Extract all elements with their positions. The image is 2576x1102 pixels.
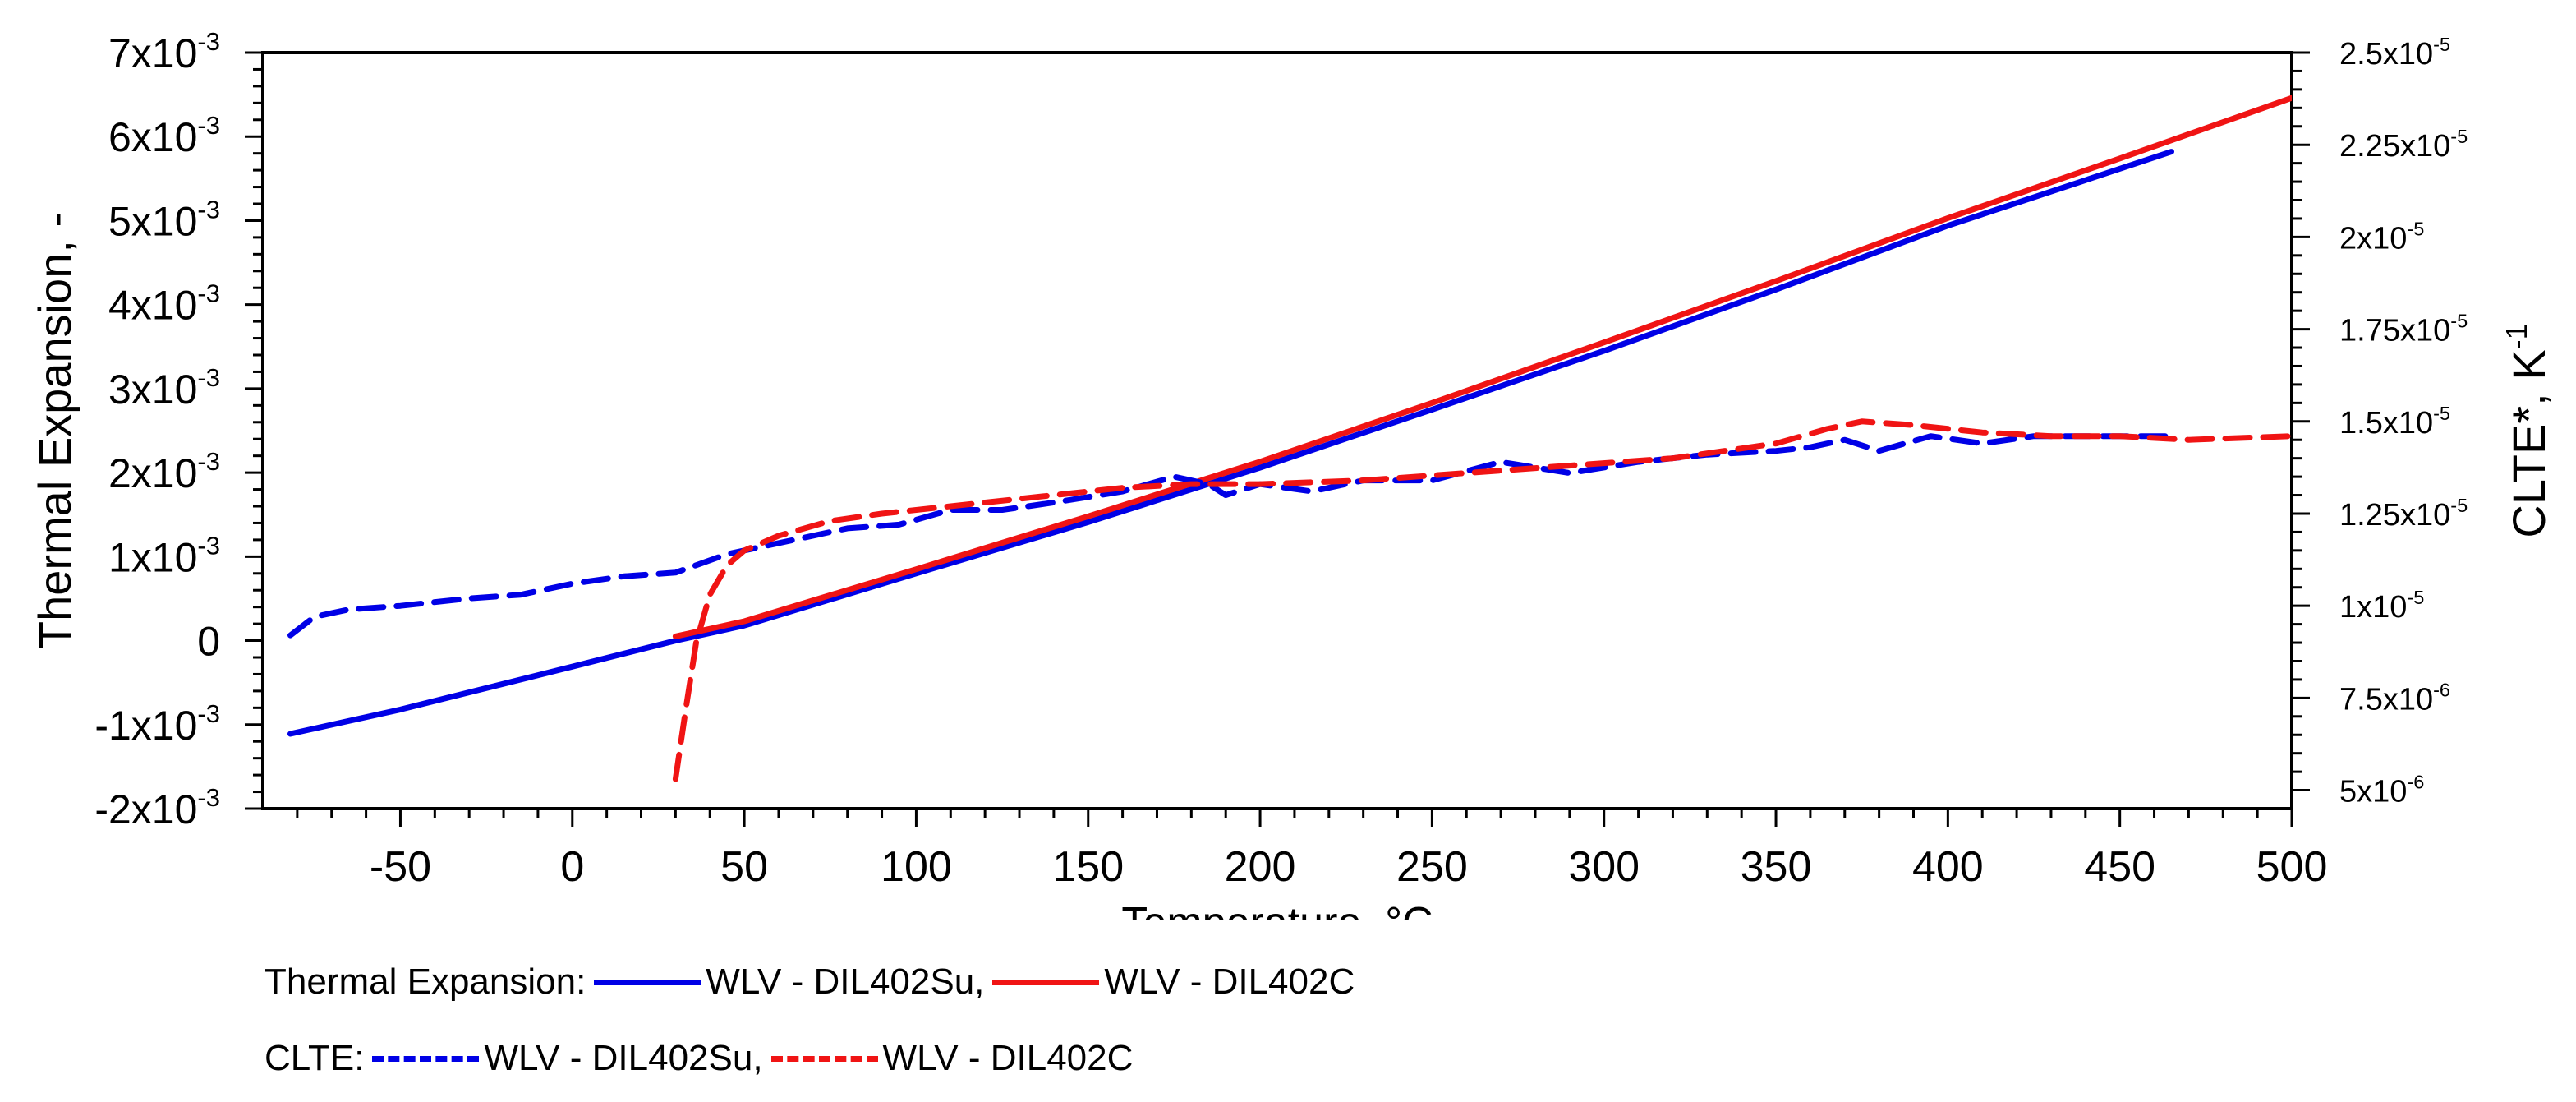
x-tick-label: 400 (1912, 843, 1984, 891)
y-right-tick-label: 7.5x10-6 (2339, 679, 2450, 717)
y-right-axis-title: CLTE*, K-1 (2500, 323, 2555, 537)
series-thermal-expansion-dil402su-line (288, 149, 2174, 737)
x-tick-label: 300 (1568, 843, 1640, 891)
legend-clte-red-swatch (770, 1055, 878, 1062)
x-tick-label: 50 (720, 843, 768, 891)
x-tick-label: 500 (2256, 843, 2328, 891)
series-thermal-expansion-dil402c-line (672, 95, 2292, 639)
x-tick-label: 450 (2084, 843, 2155, 891)
y-right-tick-label: 1.5x10-5 (2339, 403, 2450, 440)
x-tick-label: 0 (560, 843, 584, 891)
legend-thermal-red-swatch (992, 979, 1100, 985)
legend-clte-blue-swatch (372, 1055, 480, 1062)
y-left-tick-label: 2x10-3 (108, 447, 220, 496)
x-axis-title: Temperature, °C (1121, 899, 1433, 920)
y-right-tick-label: 5x10-6 (2339, 772, 2424, 809)
y-left-axis-title: Thermal Expansion, - (29, 212, 80, 649)
y-right-tick-label: 1x10-5 (2339, 587, 2424, 625)
y-left-tick-label: 3x10-3 (108, 363, 220, 413)
y-right-tick-label: 2.5x10-5 (2339, 34, 2450, 71)
plot-frame (261, 51, 2293, 810)
legend-clte-red-label: WLV - DIL402C (882, 1038, 1134, 1078)
x-tick-label: 250 (1396, 843, 1468, 891)
x-tick-label: -50 (370, 843, 431, 891)
chart-svg: -50 0 50 100 150 200 250 300 350 400 450 500 7x10-3 6… (29, 27, 2555, 947)
legend-thermal-label: Thermal Expansion: (264, 961, 586, 1002)
legend-clte-blue-label: WLV - DIL402Su, (484, 1038, 763, 1078)
legend-thermal-blue-swatch (594, 979, 702, 985)
y-right-tick-label: 1.75x10-5 (2339, 311, 2468, 348)
series-clte-dil402c-line (672, 418, 2292, 782)
legend-thermal-row: Thermal Expansion: WLV - DIL402Su, WLV -… (264, 961, 1355, 1003)
legend-clte-label: CLTE: (264, 1038, 365, 1078)
y-left-tick-label: 1x10-3 (108, 531, 220, 580)
x-tick-label: 100 (881, 843, 952, 891)
y-left-tick-label: 4x10-3 (108, 279, 220, 329)
x-tick-label: 200 (1225, 843, 1296, 891)
y-right-tick-label: 2.25x10-5 (2339, 126, 2468, 164)
y-right-tick-label: 1.25x10-5 (2339, 495, 2468, 533)
y-right-tick-label: 2x10-5 (2339, 218, 2424, 256)
y-left-tick-label: -2x10-3 (94, 783, 220, 832)
y-left-tick-label: 0 (197, 619, 220, 665)
y-left-tick-label: -1x10-3 (94, 699, 220, 749)
legend-thermal-blue-label: WLV - DIL402Su, (706, 961, 985, 1002)
y-left-tick-label: 7x10-3 (108, 27, 220, 76)
y-left-tick-label: 6x10-3 (108, 111, 220, 160)
series-clte-dil402su-line (288, 433, 2174, 639)
x-tick-label: 350 (1741, 843, 1812, 891)
y-left-tick-label: 5x10-3 (108, 195, 220, 244)
legend-thermal-red-label: WLV - DIL402C (1104, 961, 1355, 1002)
x-tick-label: 150 (1052, 843, 1124, 891)
legend-clte-row: CLTE: WLV - DIL402Su, WLV - DIL402C (264, 1038, 1133, 1079)
